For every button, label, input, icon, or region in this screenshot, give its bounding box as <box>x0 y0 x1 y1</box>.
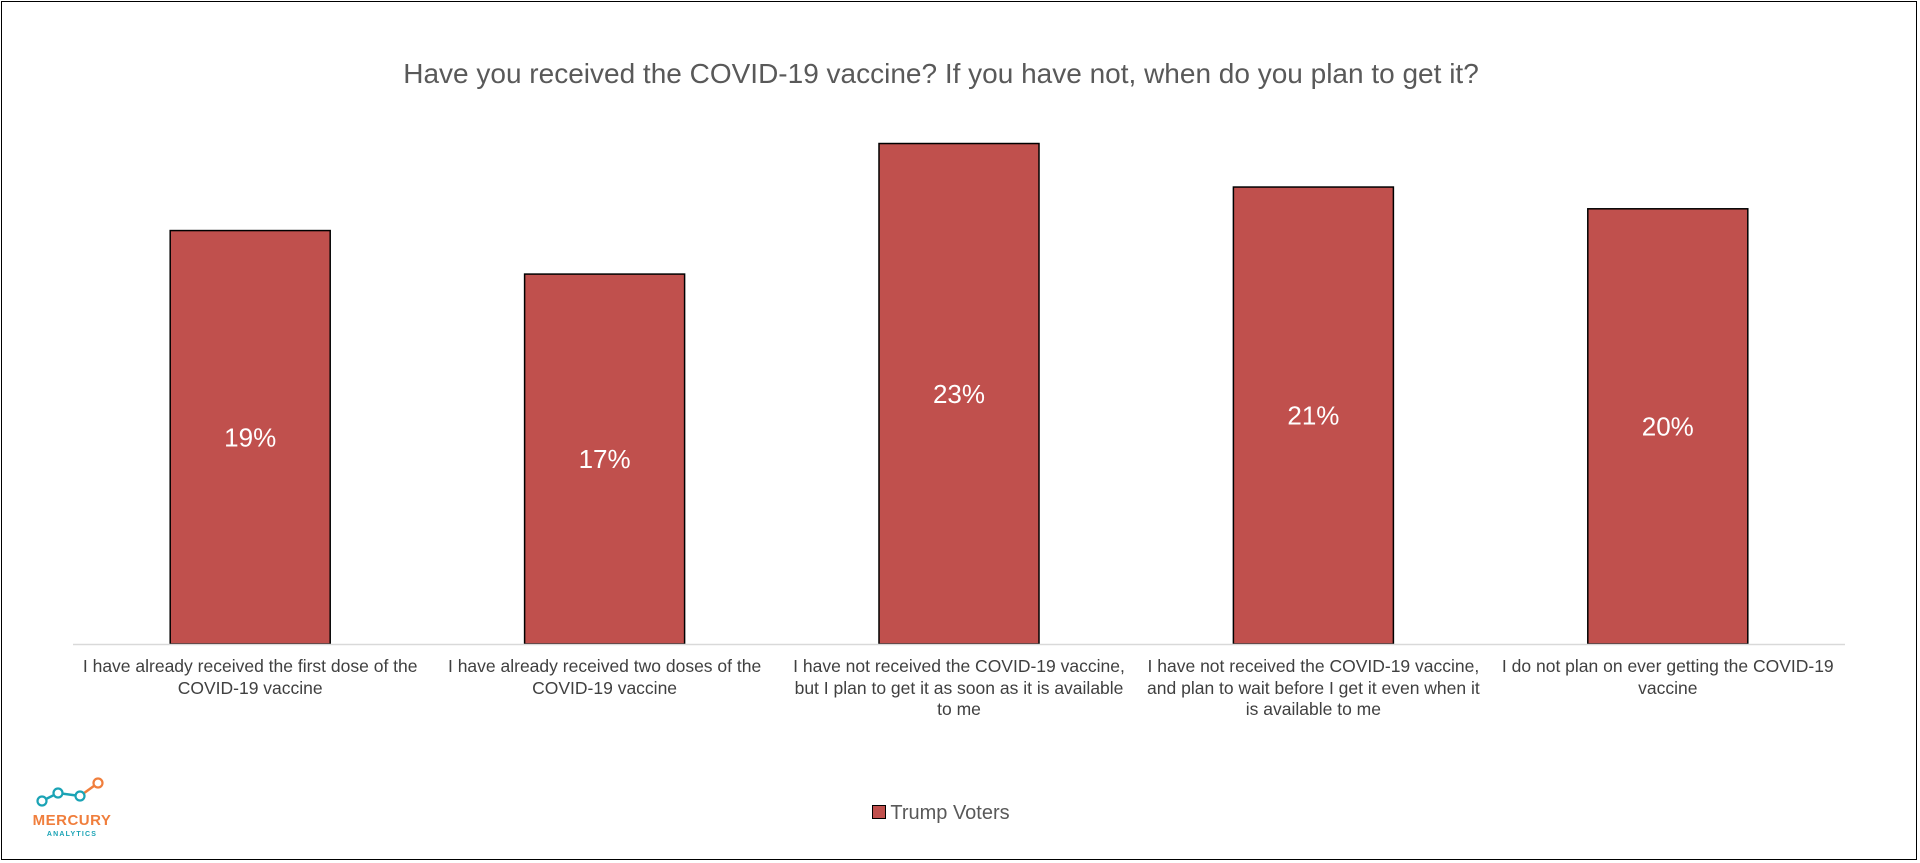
data-label-2: 17% <box>579 444 631 474</box>
legend-swatch <box>872 805 887 819</box>
logo-graph-icon <box>36 777 104 807</box>
logo-dot-4 <box>92 777 104 789</box>
legend: Trump Voters <box>0 802 1882 825</box>
logo-subtitle: ANALYTICS <box>46 831 98 838</box>
logo-wordmark: MERCURY <box>32 812 112 829</box>
mercury-analytics-logo: MERCURY ANALYTICS <box>22 776 122 846</box>
logo-dot-3 <box>74 790 86 802</box>
bar-2 <box>523 273 686 645</box>
logo-dot-1 <box>36 795 48 807</box>
bar-3 <box>878 142 1040 645</box>
data-label-1: 19% <box>224 422 276 452</box>
data-label-5: 20% <box>1642 411 1694 441</box>
bar-1 <box>169 229 331 645</box>
data-label-3: 23% <box>933 379 985 409</box>
legend-label: Trump Voters <box>890 802 1010 824</box>
logo-dot-2 <box>52 787 64 799</box>
chart-title: Have you received the COVID-19 vaccine? … <box>403 58 1479 89</box>
data-label-4: 21% <box>1287 401 1339 431</box>
